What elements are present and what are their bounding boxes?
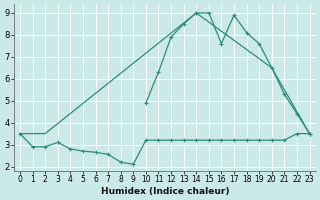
X-axis label: Humidex (Indice chaleur): Humidex (Indice chaleur) [100,187,229,196]
